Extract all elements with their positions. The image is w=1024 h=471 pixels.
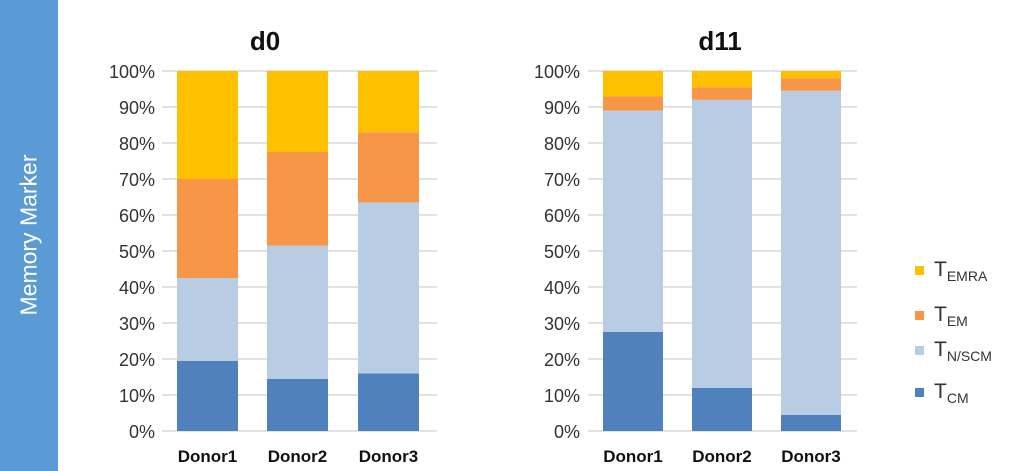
legend-swatch [915, 387, 924, 397]
legend-label: T [934, 380, 947, 403]
bar-segment-tn-scm [267, 245, 328, 379]
y-tick-label: 80% [119, 134, 155, 154]
y-tick-label: 40% [119, 278, 155, 298]
legend-item: TN/SCM [915, 338, 992, 364]
bar-segment-tcm [177, 360, 238, 431]
legend-label-subscript: EMRA [946, 268, 988, 285]
y-tick-label: 70% [119, 170, 155, 190]
bar-segment-temra [267, 71, 328, 152]
legend-label: T [934, 258, 947, 281]
bar-segment-tcm [267, 378, 328, 431]
y-tick-label: 60% [544, 206, 580, 226]
legend-label-subscript: EM [946, 313, 968, 330]
bar-segment-tcm [358, 373, 419, 431]
y-tick-label: 50% [544, 242, 580, 262]
bar-segment-tem [692, 87, 752, 100]
legend-swatch [915, 345, 924, 355]
bar-segment-tem [358, 132, 419, 203]
bar-segment-tem [267, 152, 328, 246]
y-tick-label: 90% [119, 98, 155, 118]
bar-segment-tcm [781, 414, 841, 431]
bar-segment-temra [692, 71, 752, 88]
y-tick-label: 30% [544, 314, 580, 334]
y-tick-label: 0% [129, 422, 155, 442]
bar-segment-tem [603, 96, 663, 111]
bar-segment-tn-scm [692, 99, 752, 388]
x-tick-label: Donor1 [603, 447, 663, 466]
bar-segment-tn-scm [781, 90, 841, 415]
y-tick-label: 20% [544, 350, 580, 370]
bar-segment-tem [781, 78, 841, 91]
side-band: Memory Marker [0, 0, 58, 471]
x-tick-label: Donor3 [359, 447, 419, 466]
y-tick-label: 80% [544, 134, 580, 154]
bar-segment-temra [603, 71, 663, 97]
legend-swatch [915, 310, 924, 320]
bar-segment-temra [177, 71, 238, 179]
y-tick-label: 40% [544, 278, 580, 298]
x-tick-label: Donor3 [781, 447, 841, 466]
chart-title: d11 [698, 26, 741, 56]
x-tick-label: Donor2 [268, 447, 328, 466]
legend-item: TCM [915, 380, 969, 406]
bar-segment-tn-scm [177, 278, 238, 361]
legend-label: T [934, 338, 947, 361]
legend-item: TEMRA [915, 258, 987, 284]
y-tick-label: 70% [544, 170, 580, 190]
x-tick-label: Donor2 [692, 447, 752, 466]
legend-label-subscript: CM [946, 390, 969, 407]
y-tick-label: 60% [119, 206, 155, 226]
y-tick-label: 90% [544, 98, 580, 118]
y-tick-label: 20% [119, 350, 155, 370]
legend-swatch [915, 265, 924, 275]
y-tick-label: 10% [119, 386, 155, 406]
y-tick-label: 100% [109, 62, 155, 82]
y-tick-label: 50% [119, 242, 155, 262]
chart-title: d0 [250, 26, 280, 56]
bar-segment-tcm [603, 332, 663, 431]
bar-segment-tcm [692, 387, 752, 431]
bar-segment-tn-scm [603, 110, 663, 332]
bar-segment-temra [781, 71, 841, 79]
bar-segment-tem [177, 179, 238, 278]
bar-segment-temra [358, 71, 419, 133]
legend-item: TEM [915, 303, 968, 329]
legend-label-subscript: N/SCM [946, 348, 992, 365]
y-tick-label: 30% [119, 314, 155, 334]
y-tick-label: 100% [534, 62, 580, 82]
y-tick-label: 0% [554, 422, 580, 442]
bar-segment-tn-scm [358, 202, 419, 374]
y-tick-label: 10% [544, 386, 580, 406]
x-tick-label: Donor1 [178, 447, 238, 466]
legend-label: T [934, 303, 947, 326]
